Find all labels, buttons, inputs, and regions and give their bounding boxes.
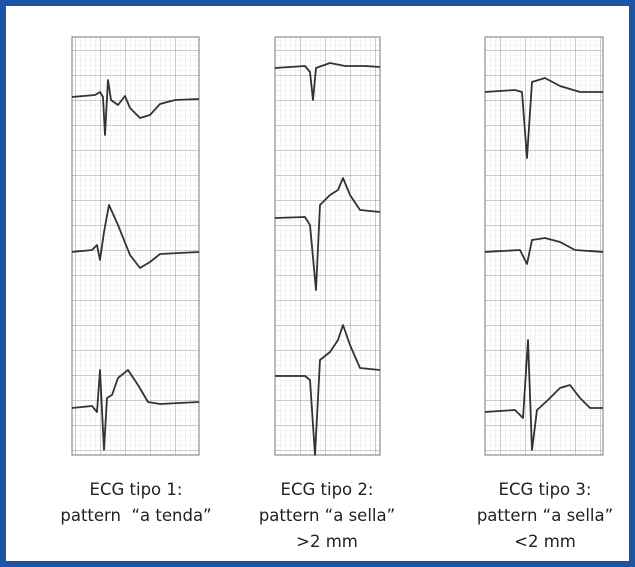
caption: ECG tipo 1: [90,480,183,499]
ecg-strip [275,37,380,455]
caption: <2 mm [514,532,576,551]
caption: pattern “a tenda” [60,506,211,525]
ecg-strip [72,37,199,455]
figure: ECG tipo 1: pattern “a tenda” ECG tipo 2… [0,0,635,567]
caption: pattern “a sella” [477,506,613,525]
ecg-strip [485,37,603,455]
caption: pattern “a sella” [259,506,395,525]
caption: ECG tipo 3: [499,480,592,499]
caption: ECG tipo 2: [281,480,374,499]
caption: >2 mm [296,532,358,551]
